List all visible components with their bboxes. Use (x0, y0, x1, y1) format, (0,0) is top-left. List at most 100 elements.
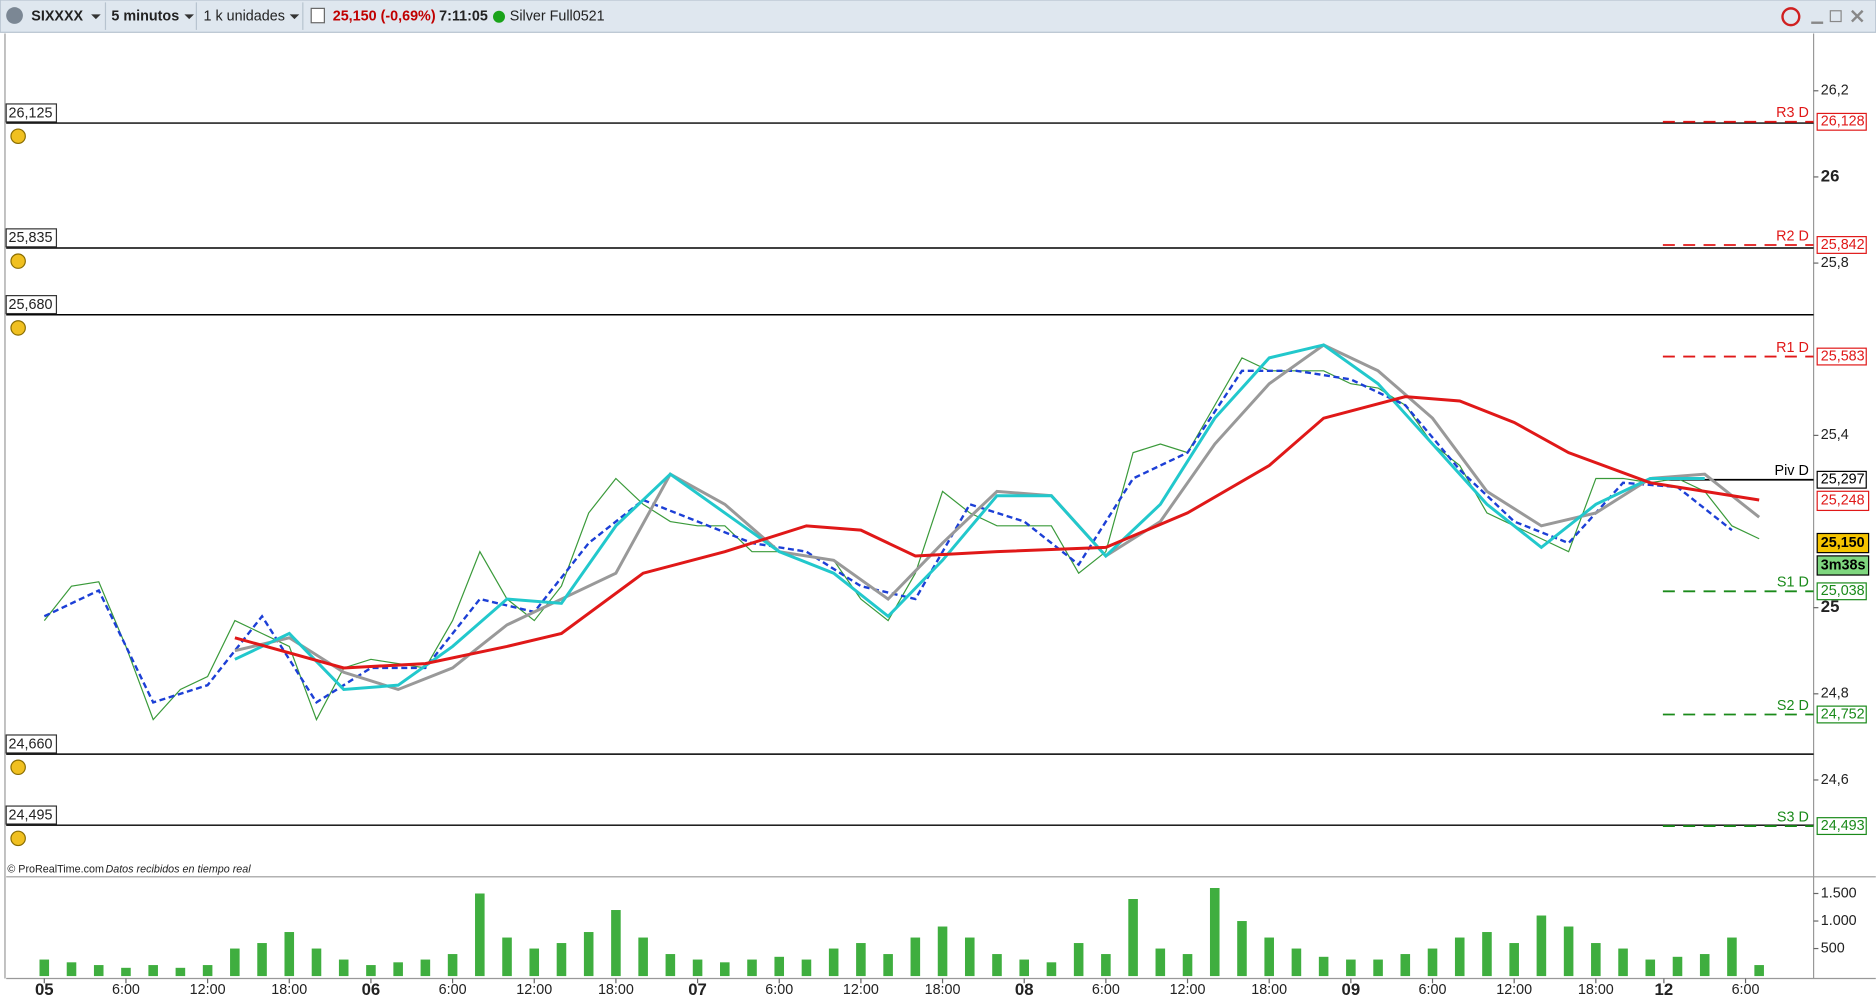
price-line (234, 395, 1760, 670)
alert-label-box (5, 734, 58, 754)
dropdown[interactable] (289, 14, 300, 20)
units[interactable]: 1 k unidades (204, 9, 285, 25)
footer-note: Datos recibidos en tiempo real (105, 863, 251, 875)
volume-bar (1618, 948, 1628, 977)
alert-label-box (5, 295, 58, 315)
x-tick-label: 18:00 (925, 982, 961, 998)
volume-bar (774, 956, 785, 977)
volume-bar (1672, 956, 1683, 977)
app-icon[interactable] (6, 7, 23, 24)
symbol[interactable]: SIXXXX (31, 9, 83, 25)
volume-bar (175, 967, 186, 977)
x-tick-label: 6:00 (439, 982, 467, 998)
dropdown[interactable] (91, 14, 101, 20)
pivot-name: R1 D (1776, 340, 1809, 356)
volume-bar (1699, 954, 1710, 977)
volume-bar (1046, 962, 1057, 977)
volume-bar (338, 959, 349, 977)
volume-bar (910, 937, 921, 977)
pivot-name: S3 D (1777, 809, 1809, 825)
y-tick-label: 24,8 (1821, 686, 1849, 702)
pivot-name: R2 D (1776, 228, 1809, 244)
volume-bar (93, 965, 104, 977)
x-tick-label: 09 (1342, 980, 1361, 999)
volume-bar (475, 893, 485, 977)
x-tick-label: 06 (362, 980, 381, 999)
volume-bar (1727, 937, 1737, 977)
volume-bar (447, 954, 458, 977)
x-tick-label: 6:00 (1092, 982, 1120, 998)
volume-bar (1754, 965, 1764, 977)
volume-bar (856, 943, 866, 977)
x-tick-label: 08 (1015, 980, 1034, 999)
x-tick-label: 18:00 (1578, 982, 1614, 998)
volume-bar (1373, 959, 1383, 977)
volume-bar (583, 932, 594, 977)
volume-bar (1509, 943, 1519, 977)
x-tick-label: 12:00 (1170, 982, 1206, 998)
quote: 25,150 (-0,69%) (333, 9, 436, 25)
pivot-label-box (1816, 705, 1867, 724)
price-line (234, 343, 1705, 692)
volume-bar (1400, 954, 1411, 977)
bell-icon (10, 830, 26, 847)
volume-bar (311, 948, 322, 977)
close[interactable] (1851, 9, 1864, 23)
price-marker (1816, 490, 1870, 512)
volume-bar (39, 959, 50, 977)
x-tick-label: 18:00 (598, 982, 634, 998)
volume-bar (1155, 948, 1166, 977)
price-line (234, 343, 1761, 692)
pivot-name: S2 D (1777, 698, 1809, 714)
volume-bar (148, 965, 158, 977)
volume-bar (1482, 932, 1492, 977)
volume-bar (1237, 921, 1247, 977)
sync-icon[interactable] (1781, 7, 1801, 27)
info-icon[interactable] (310, 7, 325, 24)
pivot-label-box (1816, 236, 1867, 254)
pivot-label: 26,128 (1821, 114, 1865, 130)
price-marker-label: 3m38s (1821, 557, 1866, 573)
price-marker-label: 25,248 (1821, 493, 1865, 509)
volume-bar (556, 943, 567, 977)
price-line (43, 369, 1733, 705)
x-tick-label: 12:00 (1496, 982, 1532, 998)
volume-bar (366, 965, 376, 977)
volume-bar (66, 962, 77, 977)
volume-bar (1591, 943, 1601, 977)
pivot-label: 25,297 (1821, 472, 1865, 488)
volume-bar (1291, 948, 1302, 977)
volume-bar (393, 962, 403, 977)
pivot-name: S1 D (1777, 575, 1809, 591)
volume-bar (202, 965, 213, 977)
volume-bar (1536, 915, 1547, 977)
pivot-label-box (1816, 347, 1867, 366)
alert-label: 25,835 (9, 230, 53, 246)
volume-bar (1427, 948, 1438, 977)
volume-bar (1318, 956, 1329, 977)
x-tick-label: 6:00 (112, 982, 140, 998)
bell-icon (10, 253, 26, 269)
volume-bar (1209, 887, 1220, 977)
x-tick-label: 12:00 (190, 982, 226, 998)
volume-bar (257, 943, 267, 977)
volume-tick-label: 500 (1821, 940, 1845, 956)
price-marker (1816, 555, 1870, 576)
dropdown[interactable] (184, 14, 194, 20)
pivot-label-box (1816, 112, 1867, 131)
pivot-label-box (1816, 582, 1867, 601)
volume-bar (420, 959, 431, 977)
instrument: Silver Full0521 (510, 9, 605, 25)
x-tick-label: 12:00 (516, 982, 552, 998)
volume-bar (1264, 937, 1274, 977)
restore[interactable] (1829, 10, 1842, 23)
bell-icon (10, 759, 26, 776)
pivot-name: R3 D (1776, 105, 1809, 121)
pivot-label: 24,493 (1821, 818, 1865, 834)
status-dot (493, 10, 505, 23)
volume-bar (1454, 937, 1465, 977)
interval[interactable]: 5 minutos (111, 9, 179, 25)
alert-label: 24,660 (9, 736, 53, 752)
